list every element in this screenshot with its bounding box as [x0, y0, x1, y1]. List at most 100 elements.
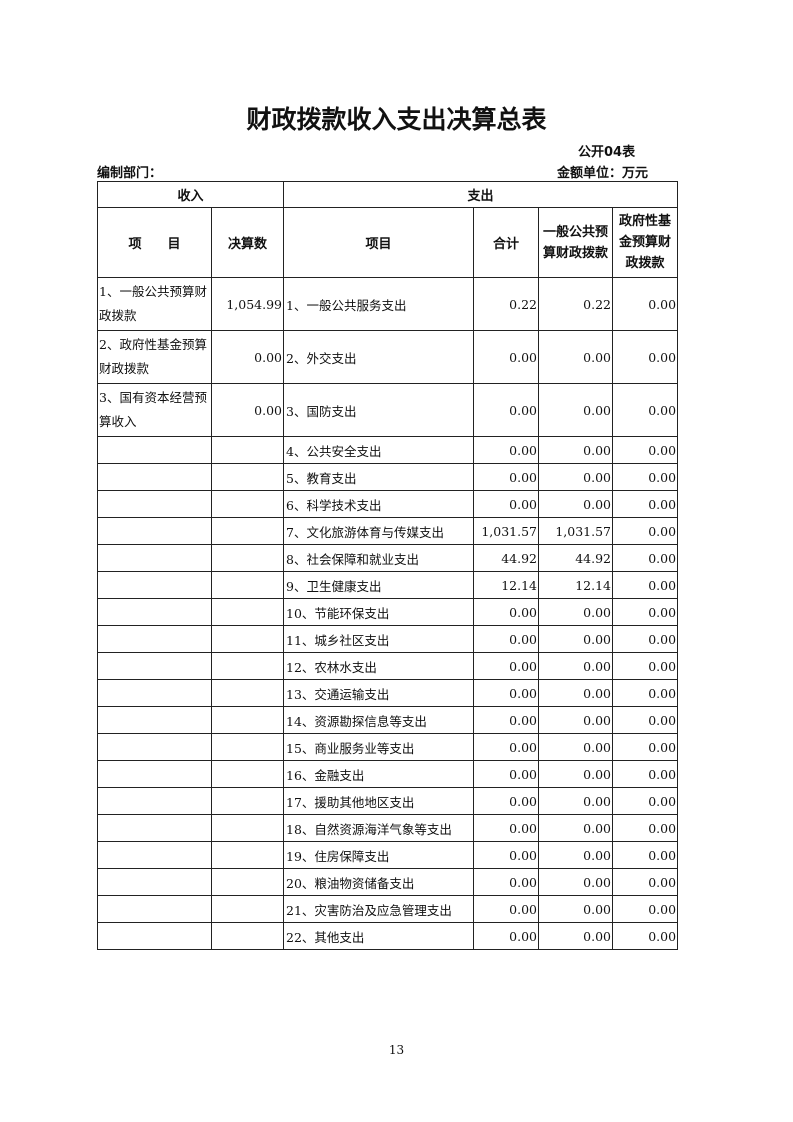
expense-fund: 0.00	[612, 706, 679, 734]
expense-item: 4、公共安全支出	[283, 436, 475, 464]
expense-total: 0.22	[473, 277, 540, 331]
expense-fund: 0.00	[612, 544, 679, 572]
expense-item: 22、其他支出	[283, 922, 475, 950]
income-item	[97, 598, 212, 626]
table-row: 3、国有资本经营预算收入 0.00 3、国防支出 0.00 0.00 0.00	[97, 383, 679, 437]
expense-total: 0.00	[473, 922, 540, 950]
expense-item: 17、援助其他地区支出	[283, 787, 475, 815]
expense-fund: 0.00	[612, 733, 679, 761]
income-item	[97, 490, 212, 518]
expense-total: 0.00	[473, 330, 540, 384]
expense-item: 19、住房保障支出	[283, 841, 475, 869]
table-row: 14、资源勘探信息等支出 0.00 0.00 0.00	[97, 706, 679, 734]
expense-fund: 0.00	[612, 679, 679, 707]
table-row: 19、住房保障支出 0.00 0.00 0.00	[97, 841, 679, 869]
expense-total: 0.00	[473, 895, 540, 923]
income-item	[97, 625, 212, 653]
expense-general: 0.00	[538, 598, 614, 626]
income-amount	[210, 733, 285, 761]
expense-item: 9、卫生健康支出	[283, 571, 475, 599]
expense-total: 44.92	[473, 544, 540, 572]
table-row: 7、文化旅游体育与传媒支出 1,031.57 1,031.57 0.00	[97, 517, 679, 545]
income-item	[97, 733, 212, 761]
expense-fund: 0.00	[612, 383, 679, 437]
table-row: 4、公共安全支出 0.00 0.00 0.00	[97, 436, 679, 464]
table-row: 21、灾害防治及应急管理支出 0.00 0.00 0.00	[97, 895, 679, 923]
income-amount	[210, 625, 285, 653]
expense-fund: 0.00	[612, 436, 679, 464]
expense-general: 0.00	[538, 330, 614, 384]
expense-total: 0.00	[473, 679, 540, 707]
income-item	[97, 760, 212, 788]
income-item	[97, 706, 212, 734]
expense-general: 1,031.57	[538, 517, 614, 545]
income-amount	[210, 787, 285, 815]
table-row: 22、其他支出 0.00 0.00 0.00	[97, 922, 679, 950]
income-item	[97, 895, 212, 923]
expense-total: 0.00	[473, 652, 540, 680]
expense-general: 0.00	[538, 679, 614, 707]
expense-fund: 0.00	[612, 760, 679, 788]
income-item: 2、政府性基金预算财政拨款	[97, 330, 212, 384]
table-row: 8、社会保障和就业支出 44.92 44.92 0.00	[97, 544, 679, 572]
expense-total: 0.00	[473, 814, 540, 842]
table-row: 18、自然资源海洋气象等支出 0.00 0.00 0.00	[97, 814, 679, 842]
expense-fund: 0.00	[612, 330, 679, 384]
expense-item: 6、科学技术支出	[283, 490, 475, 518]
income-amount	[210, 679, 285, 707]
unit-label: 金额单位：万元	[557, 166, 649, 181]
expense-fund: 0.00	[612, 490, 679, 518]
expense-general: 0.00	[538, 868, 614, 896]
expense-total: 12.14	[473, 571, 540, 599]
table-row: 17、援助其他地区支出 0.00 0.00 0.00	[97, 787, 679, 815]
table-row: 16、金融支出 0.00 0.00 0.00	[97, 760, 679, 788]
expense-general: 0.22	[538, 277, 614, 331]
expense-total: 0.00	[473, 463, 540, 491]
table-row: 11、城乡社区支出 0.00 0.00 0.00	[97, 625, 679, 653]
income-amount	[210, 922, 285, 950]
table-row: 10、节能环保支出 0.00 0.00 0.00	[97, 598, 679, 626]
table-row: 15、商业服务业等支出 0.00 0.00 0.00	[97, 733, 679, 761]
income-amount	[210, 895, 285, 923]
income-amount	[210, 760, 285, 788]
income-item	[97, 679, 212, 707]
expense-item: 2、外交支出	[283, 330, 475, 384]
income-amount: 1,054.99	[210, 277, 285, 331]
expense-general: 0.00	[538, 787, 614, 815]
expense-item: 14、资源勘探信息等支出	[283, 706, 475, 734]
expense-general: 0.00	[538, 463, 614, 491]
expense-general: 12.14	[538, 571, 614, 599]
income-header: 收入	[96, 181, 285, 208]
expense-total: 0.00	[473, 760, 540, 788]
expense-item: 18、自然资源海洋气象等支出	[283, 814, 475, 842]
expense-total: 0.00	[473, 598, 540, 626]
income-item: 3、国有资本经营预算收入	[97, 383, 212, 437]
expense-general: 0.00	[538, 490, 614, 518]
expense-item: 11、城乡社区支出	[283, 625, 475, 653]
expense-fund: 0.00	[612, 841, 679, 869]
expense-item: 8、社会保障和就业支出	[283, 544, 475, 572]
income-amount	[210, 598, 285, 626]
income-item	[97, 787, 212, 815]
expense-total: 0.00	[473, 787, 540, 815]
expense-item: 10、节能环保支出	[283, 598, 475, 626]
expense-item: 12、农林水支出	[283, 652, 475, 680]
income-item	[97, 544, 212, 572]
income-item	[97, 517, 212, 545]
expense-total: 0.00	[473, 841, 540, 869]
expense-total: 0.00	[473, 383, 540, 437]
expense-general: 0.00	[538, 760, 614, 788]
income-amount	[210, 868, 285, 896]
income-amount	[210, 490, 285, 518]
table-row: 5、教育支出 0.00 0.00 0.00	[97, 463, 679, 491]
income-item	[97, 571, 212, 599]
expense-fund: 0.00	[612, 625, 679, 653]
expense-general: 0.00	[538, 625, 614, 653]
page-number: 13	[388, 1043, 405, 1057]
expense-item: 13、交通运输支出	[283, 679, 475, 707]
expense-general: 0.00	[538, 922, 614, 950]
expense-item: 20、粮油物资储备支出	[283, 868, 475, 896]
expense-fund: 0.00	[612, 895, 679, 923]
income-amount	[210, 652, 285, 680]
